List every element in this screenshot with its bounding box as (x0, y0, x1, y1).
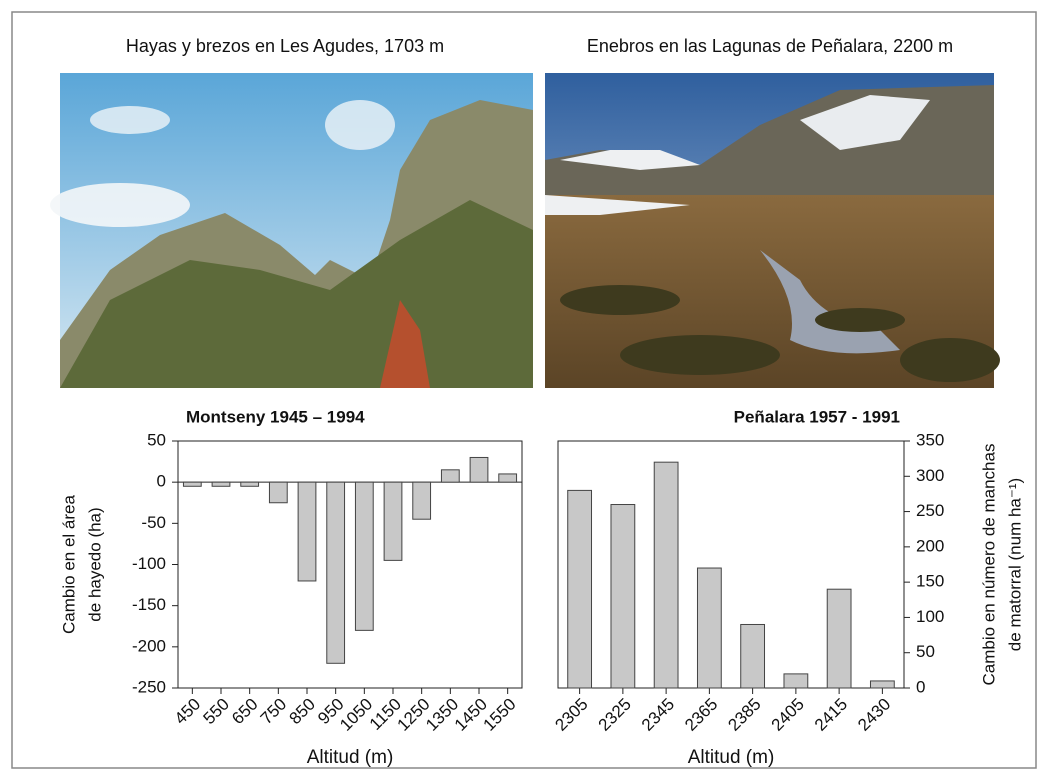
chart-title: Peñalara 1957 - 1991 (734, 407, 900, 426)
bar (268, 481, 288, 504)
plot-area (557, 440, 905, 689)
y-tick-label: -150 (132, 595, 166, 614)
y-tick-label: -200 (132, 636, 166, 655)
bar (740, 623, 766, 689)
y-tick-label: 300 (916, 466, 944, 485)
bar (211, 481, 231, 487)
y-tick-label: 250 (916, 501, 944, 520)
y-axis-label: Cambio en número de manchas (979, 444, 998, 686)
photo (545, 73, 1000, 388)
bar (653, 461, 679, 689)
photo-title: Hayas y brezos en Les Agudes, 1703 m (126, 36, 444, 56)
bar (440, 469, 460, 483)
bar (240, 481, 260, 487)
x-axis-label: Altitud (m) (307, 747, 394, 768)
chart-title: Montseny 1945 – 1994 (186, 407, 365, 426)
y-tick-label: 0 (916, 677, 925, 696)
bar (354, 481, 374, 631)
bar (567, 489, 593, 689)
y-tick-label: 200 (916, 536, 944, 555)
bar (412, 481, 432, 520)
bar (696, 567, 722, 689)
y-tick-label: 350 (916, 430, 944, 449)
photo (50, 73, 533, 388)
y-tick-label: 150 (916, 572, 944, 591)
y-axis-label: Cambio en el área (59, 495, 78, 634)
y-axis-label: de hayedo (ha) (85, 507, 104, 621)
photo-title: Enebros en las Lagunas de Peñalara, 2200… (587, 36, 953, 56)
x-axis-label: Altitud (m) (688, 747, 775, 768)
bar (610, 504, 636, 689)
bar (469, 456, 489, 483)
y-tick-label: 0 (157, 472, 166, 491)
bar (383, 481, 403, 561)
y-tick-label: 50 (916, 642, 935, 661)
bar (498, 473, 518, 483)
y-tick-label: -250 (132, 677, 166, 696)
y-tick-label: 50 (147, 430, 166, 449)
bar (326, 481, 346, 664)
bar (297, 481, 317, 582)
y-tick-label: 100 (916, 607, 944, 626)
bar (182, 481, 202, 487)
bar (826, 588, 852, 689)
y-axis-label: de matorral (num ha⁻¹) (1005, 478, 1024, 651)
y-tick-label: -50 (141, 513, 166, 532)
y-tick-label: -100 (132, 554, 166, 573)
bar (783, 673, 809, 689)
bar (869, 680, 895, 689)
